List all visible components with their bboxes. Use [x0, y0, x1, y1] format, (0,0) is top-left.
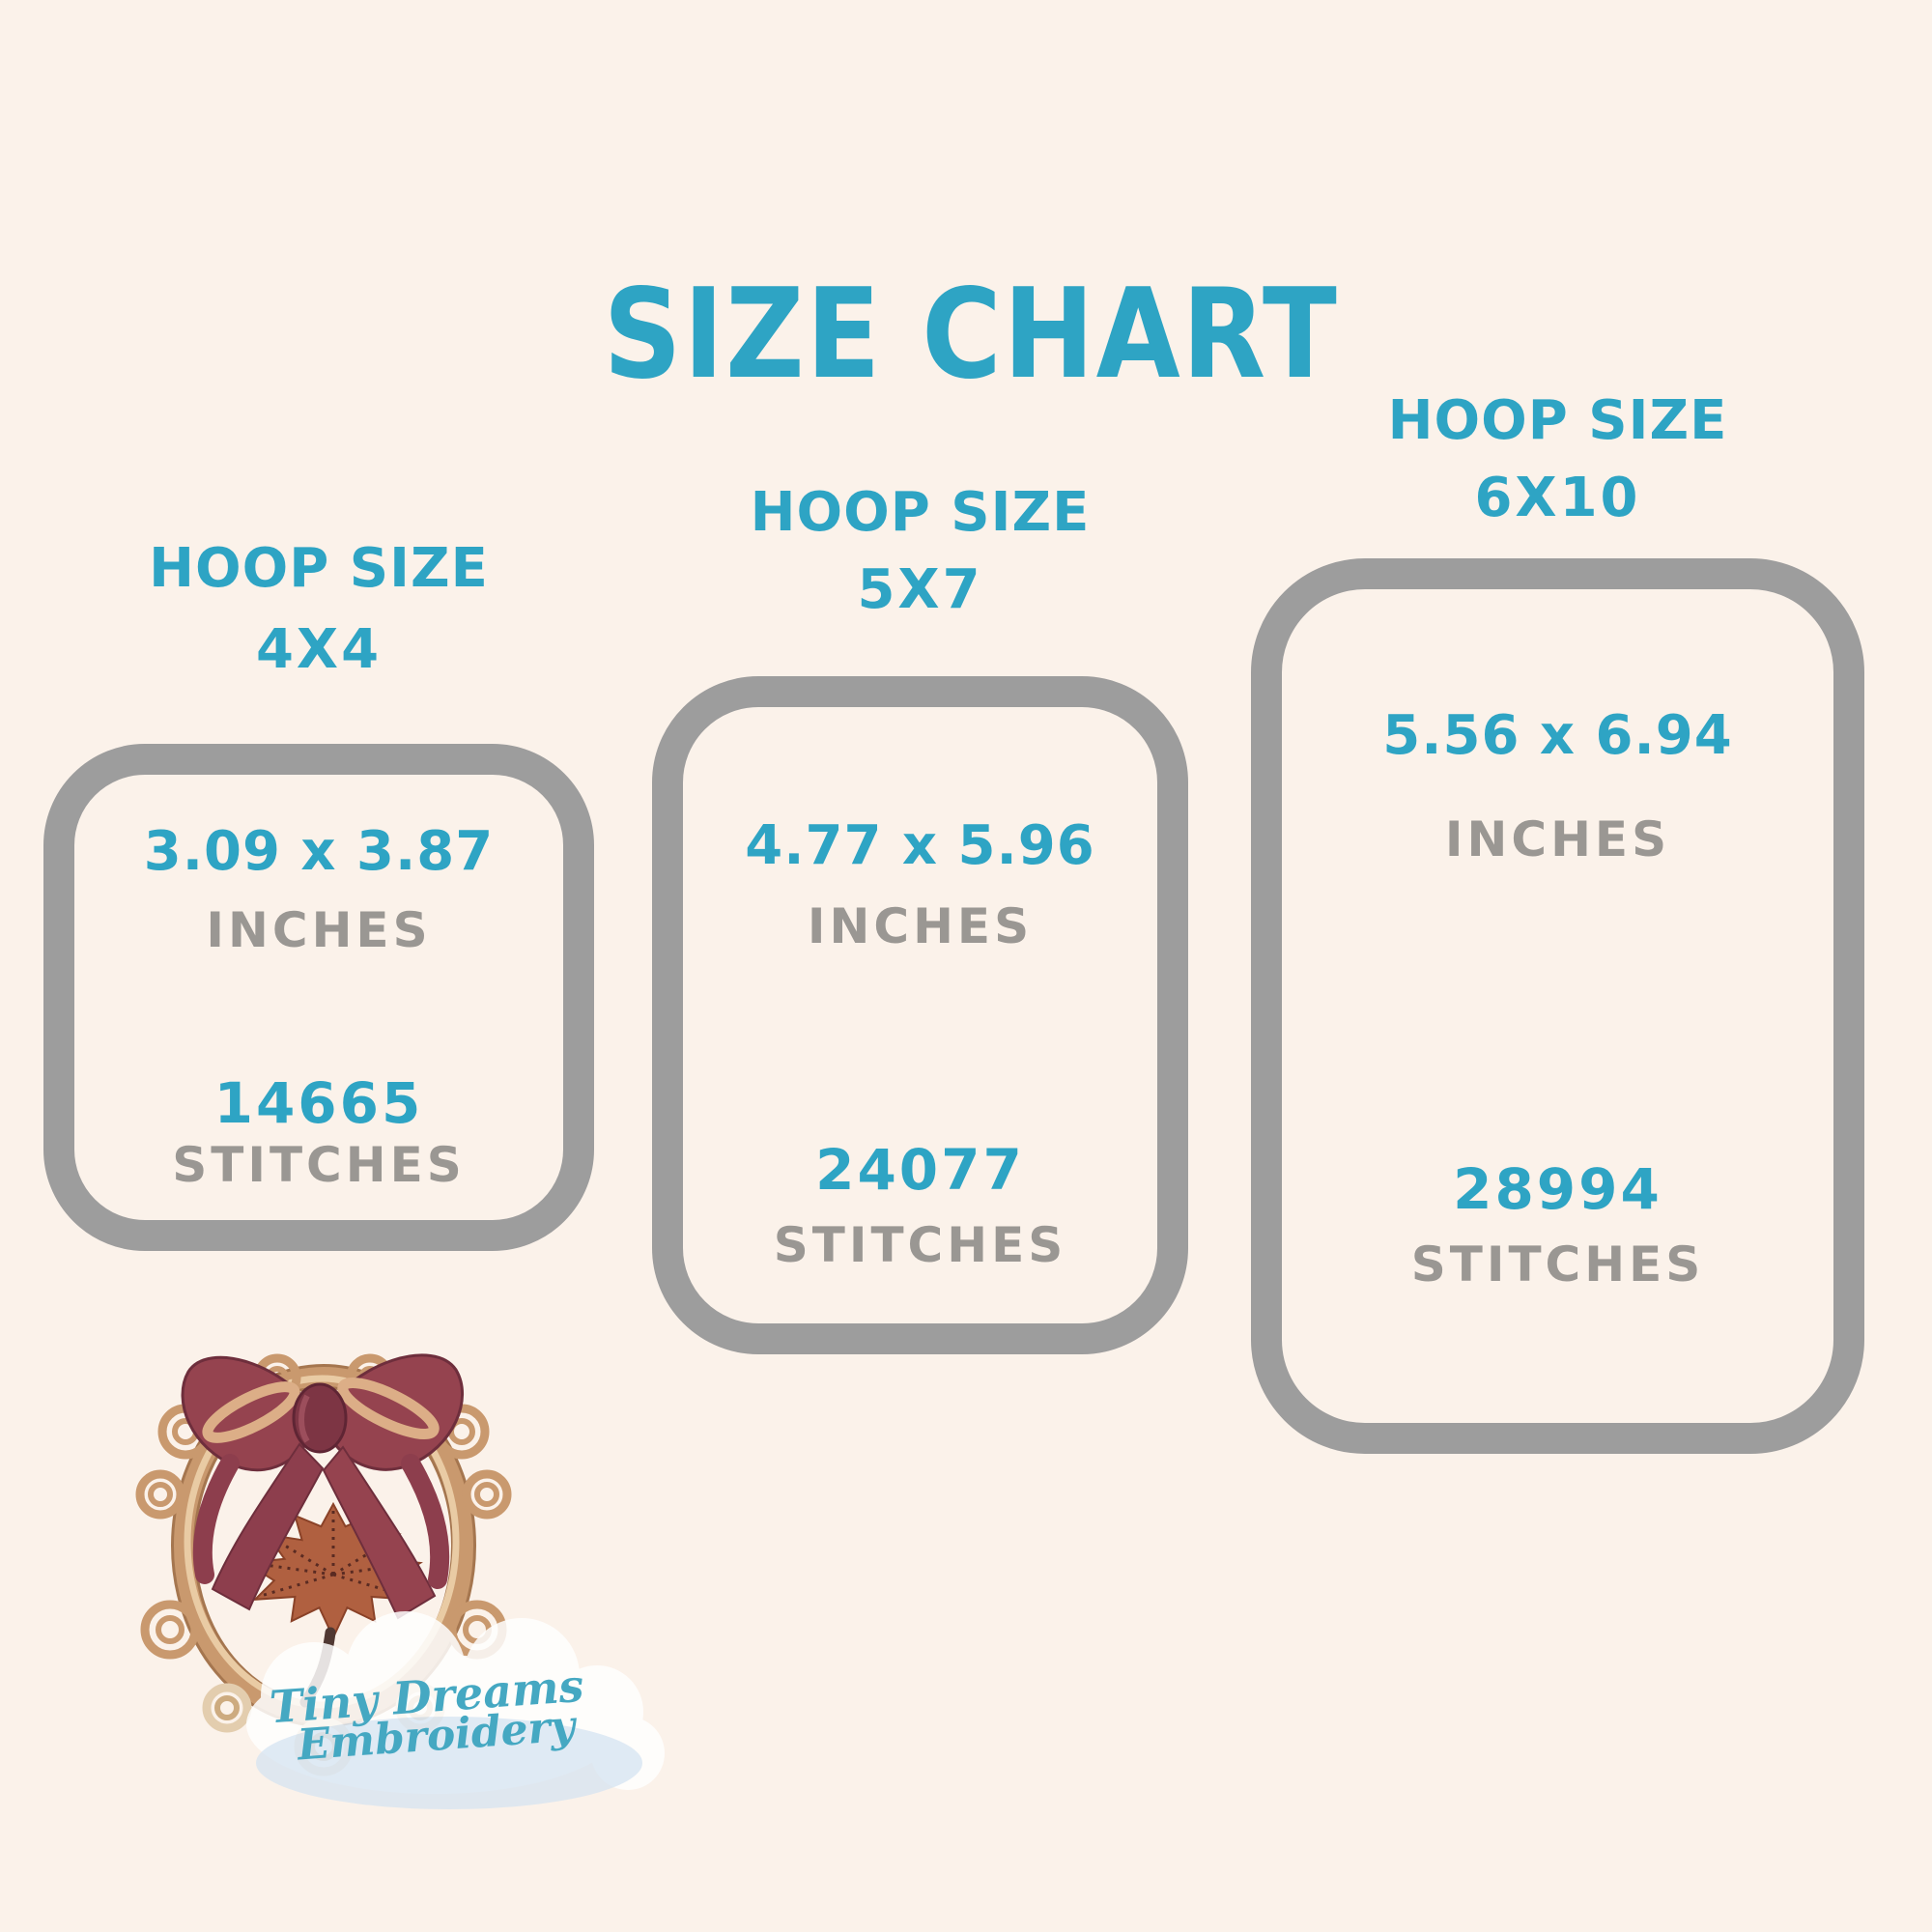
hoop-6x10-stitch-label: STITCHES [1410, 1236, 1705, 1293]
brand-logo: Tiny Dreams Embroidery [135, 1353, 665, 1809]
hoop-6x10-header-line1: HOOP SIZE [1387, 389, 1728, 452]
hoop-4x4-frame [43, 744, 594, 1251]
hoop-6x10-dimensions: 5.56 x 6.94 [1382, 704, 1733, 767]
hoop-5x7-frame [652, 676, 1188, 1354]
hoop-5x7-stitch-count: 24077 [815, 1137, 1025, 1203]
hoop-5x7-unit-label: INCHES [807, 898, 1034, 954]
cloud-watermark-icon [246, 1611, 665, 1809]
hoop-6x10-frame [1251, 558, 1864, 1454]
hoop-6x10-unit-label: INCHES [1444, 811, 1671, 867]
ribbon-bow-icon [181, 1353, 465, 1620]
hoop-4x4-unit-label: INCHES [206, 902, 432, 958]
hoop-4x4-dimensions: 3.09 x 3.87 [143, 820, 495, 883]
hoop-6x10-stitch-count: 28994 [1453, 1156, 1662, 1222]
hoop-4x4-stitch-label: STITCHES [172, 1137, 466, 1193]
hoop-5x7-stitch-label: STITCHES [773, 1217, 1067, 1273]
hoop-4x4-header-line2: 4X4 [255, 618, 383, 681]
hoop-5x7-dimensions: 4.77 x 5.96 [745, 814, 1095, 877]
hoop-4x4-stitch-count: 14665 [213, 1070, 424, 1136]
hoop-5x7-header-line2: 5X7 [857, 558, 983, 621]
page-title: SIZE CHART [603, 263, 1339, 407]
hoop-5x7-header-line1: HOOP SIZE [750, 481, 1091, 544]
hoop-4x4-header-line1: HOOP SIZE [149, 537, 489, 600]
hoop-6x10-header-line2: 6X10 [1474, 467, 1641, 529]
